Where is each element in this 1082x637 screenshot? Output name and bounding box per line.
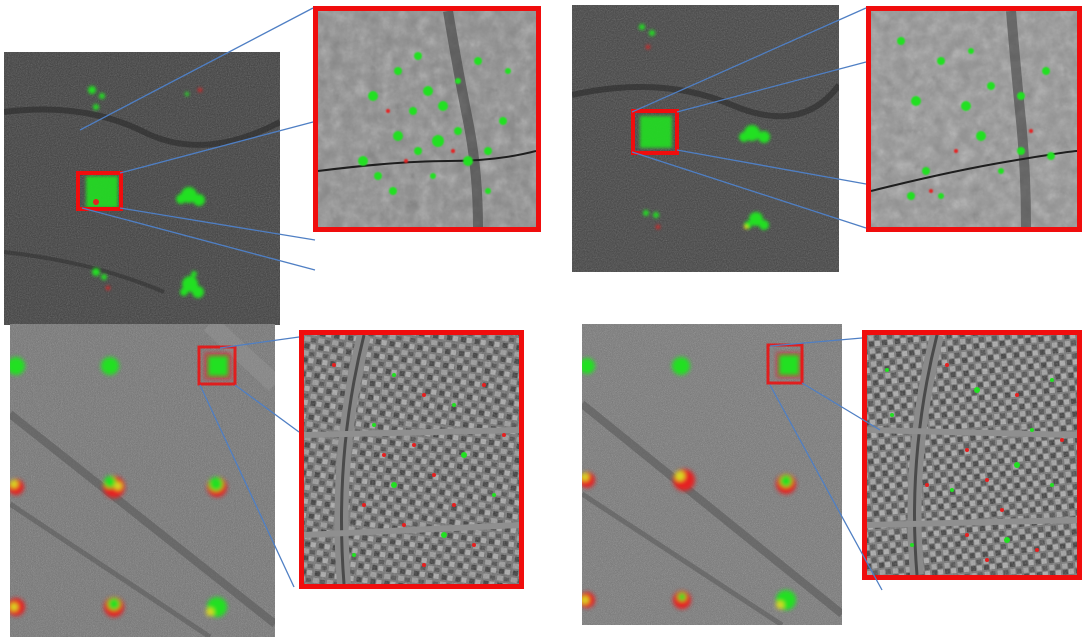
match-points	[885, 363, 1064, 562]
zoom-inset-top-right	[866, 6, 1082, 232]
zoomed-image-top-left	[318, 11, 536, 227]
zoomed-image-bottom-left	[304, 335, 519, 584]
zoom-inset-bottom-right	[862, 330, 1082, 580]
match-cluster	[10, 357, 227, 617]
satellite-image-bottom-right	[582, 324, 842, 625]
zoom-inset-top-left	[313, 6, 541, 232]
match-points	[332, 363, 506, 567]
panel-top-left-satellite	[4, 52, 280, 325]
panel-top-right-satellite	[572, 5, 839, 272]
zoomed-image-bottom-right	[867, 335, 1077, 575]
panel-bottom-left-urban	[10, 324, 275, 637]
match-points	[358, 52, 511, 195]
satellite-image-top-right	[572, 5, 839, 272]
match-points	[897, 37, 1055, 200]
zoomed-image-top-right	[871, 11, 1077, 227]
zoom-inset-bottom-left	[299, 330, 524, 589]
satellite-image-bottom-left	[10, 324, 275, 637]
panel-bottom-right-urban	[582, 324, 842, 625]
highlight-box	[197, 345, 237, 386]
satellite-image-top-left	[4, 52, 280, 325]
